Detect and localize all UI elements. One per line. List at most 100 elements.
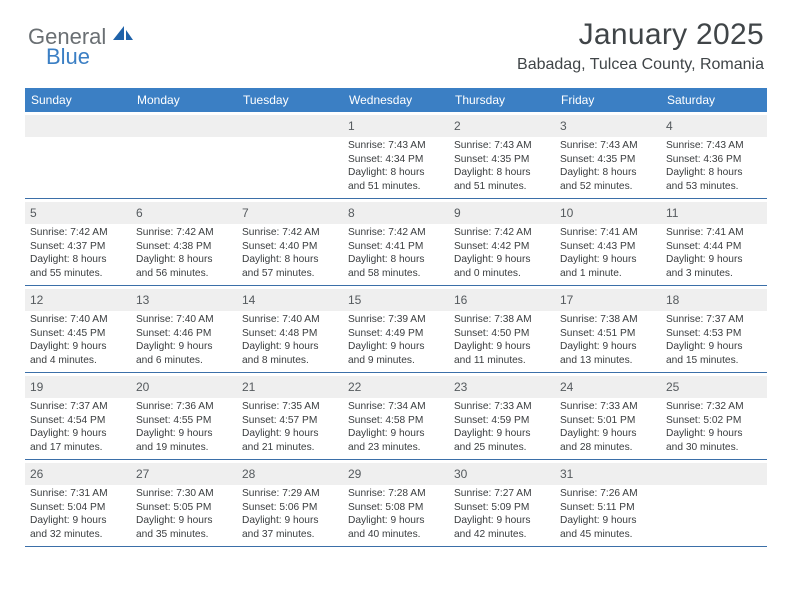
day-number: 8 [348,206,355,220]
day-number-row: 21 [237,376,343,398]
brand-text-blue: Blue [46,44,90,70]
day-number: 14 [242,293,255,307]
weekday-header: Wednesday [343,88,449,112]
day-cell: 28Sunrise: 7:29 AMSunset: 5:06 PMDayligh… [237,460,343,546]
day-details: Sunrise: 7:42 AMSunset: 4:37 PMDaylight:… [30,226,126,280]
day-details: Sunrise: 7:43 AMSunset: 4:35 PMDaylight:… [454,139,550,193]
day-number: 21 [242,380,255,394]
day-details: Sunrise: 7:42 AMSunset: 4:42 PMDaylight:… [454,226,550,280]
day-number: 7 [242,206,249,220]
day-details: Sunrise: 7:36 AMSunset: 4:55 PMDaylight:… [136,400,232,454]
day-cell: 15 Sunrise: 7:39 AMSunset: 4:49 PMDayligh… [343,286,449,372]
day-number-row: 18 [661,289,767,311]
day-number-row: 17 [555,289,661,311]
day-number-row [661,463,767,485]
day-number: 4 [666,119,673,133]
day-number-row: 30 [449,463,555,485]
day-number: 1 [348,119,355,133]
weeks-container: 1 Sunrise: 7:43 AMSunset: 4:34 PMDaylight… [25,112,767,547]
day-number: 18 [666,293,679,307]
weekday-header: Thursday [449,88,555,112]
day-number: 23 [454,380,467,394]
day-number-row: 1 [343,115,449,137]
day-number: 15 [348,293,361,307]
day-cell: 14Sunrise: 7:40 AMSunset: 4:48 PMDayligh… [237,286,343,372]
day-details: Sunrise: 7:42 AMSunset: 4:40 PMDaylight:… [242,226,338,280]
day-number: 10 [560,206,573,220]
day-cell [237,112,343,198]
day-cell: 2Sunrise: 7:43 AMSunset: 4:35 PMDaylight… [449,112,555,198]
weekday-header: Monday [131,88,237,112]
location-text: Babadag, Tulcea County, Romania [517,56,764,74]
day-cell [131,112,237,198]
day-number: 31 [560,467,573,481]
day-details: Sunrise: 7:42 AMSunset: 4:38 PMDaylight:… [136,226,232,280]
day-number: 11 [666,206,678,220]
day-cell: 18Sunrise: 7:37 AMSunset: 4:53 PMDayligh… [661,286,767,372]
day-number: 12 [30,293,43,307]
day-details: Sunrise: 7:39 AMSunset: 4:49 PMDaylight:… [348,313,444,367]
day-cell: 22Sunrise: 7:34 AMSunset: 4:58 PMDayligh… [343,373,449,459]
day-number-row: 15 [343,289,449,311]
brand-logo: General Blue [28,24,135,50]
day-details: Sunrise: 7:38 AMSunset: 4:50 PMDaylight:… [454,313,550,367]
week-row: 1 Sunrise: 7:43 AMSunset: 4:34 PMDaylight… [25,112,767,199]
weekday-header-row: SundayMondayTuesdayWednesdayThursdayFrid… [25,88,767,112]
day-cell: 9 Sunrise: 7:42 AMSunset: 4:42 PMDaylight… [449,199,555,285]
day-cell: 8Sunrise: 7:42 AMSunset: 4:41 PMDaylight… [343,199,449,285]
week-row: 19Sunrise: 7:37 AMSunset: 4:54 PMDayligh… [25,373,767,460]
day-cell [661,460,767,546]
day-number-row: 27 [131,463,237,485]
month-title: January 2025 [517,18,764,52]
day-cell: 12Sunrise: 7:40 AMSunset: 4:45 PMDayligh… [25,286,131,372]
day-details: Sunrise: 7:43 AMSunset: 4:36 PMDaylight:… [666,139,762,193]
day-number: 5 [30,206,37,220]
day-number: 27 [136,467,149,481]
day-cell: 16Sunrise: 7:38 AMSunset: 4:50 PMDayligh… [449,286,555,372]
day-cell: 21Sunrise: 7:35 AMSunset: 4:57 PMDayligh… [237,373,343,459]
day-cell: 31Sunrise: 7:26 AMSunset: 5:11 PMDayligh… [555,460,661,546]
brand-sail-icon [111,24,135,49]
day-cell: 10Sunrise: 7:41 AMSunset: 4:43 PMDayligh… [555,199,661,285]
day-number: 17 [560,293,573,307]
title-block: January 2025 Babadag, Tulcea County, Rom… [517,18,764,74]
day-number: 9 [454,206,461,220]
weekday-header: Tuesday [237,88,343,112]
day-cell: 27Sunrise: 7:30 AMSunset: 5:05 PMDayligh… [131,460,237,546]
day-number: 20 [136,380,149,394]
day-details: Sunrise: 7:43 AMSunset: 4:34 PMDaylight:… [348,139,444,193]
day-number: 6 [136,206,143,220]
day-number-row: 26 [25,463,131,485]
day-number-row: 31 [555,463,661,485]
day-number-row: 4 [661,115,767,137]
day-number-row: 9 [449,202,555,224]
day-number-row [237,115,343,137]
week-row: 26Sunrise: 7:31 AMSunset: 5:04 PMDayligh… [25,460,767,547]
day-number-row: 11 [661,202,767,224]
day-number: 28 [242,467,255,481]
day-cell: 6 Sunrise: 7:42 AMSunset: 4:38 PMDaylight… [131,199,237,285]
day-cell: 7 Sunrise: 7:42 AMSunset: 4:40 PMDaylight… [237,199,343,285]
day-number-row: 28 [237,463,343,485]
day-cell: 1 Sunrise: 7:43 AMSunset: 4:34 PMDaylight… [343,112,449,198]
day-number: 22 [348,380,361,394]
day-number-row: 16 [449,289,555,311]
day-number-row: 2 [449,115,555,137]
day-number-row: 19 [25,376,131,398]
day-number: 29 [348,467,361,481]
day-details: Sunrise: 7:28 AMSunset: 5:08 PMDaylight:… [348,487,444,541]
week-row: 12Sunrise: 7:40 AMSunset: 4:45 PMDayligh… [25,286,767,373]
day-number-row: 29 [343,463,449,485]
day-number-row: 6 [131,202,237,224]
day-number-row: 20 [131,376,237,398]
day-details: Sunrise: 7:40 AMSunset: 4:46 PMDaylight:… [136,313,232,367]
day-number-row: 8 [343,202,449,224]
day-details: Sunrise: 7:33 AMSunset: 4:59 PMDaylight:… [454,400,550,454]
day-cell: 17Sunrise: 7:38 AMSunset: 4:51 PMDayligh… [555,286,661,372]
day-details: Sunrise: 7:41 AMSunset: 4:44 PMDaylight:… [666,226,762,280]
day-number-row: 5 [25,202,131,224]
day-cell: 4 Sunrise: 7:43 AMSunset: 4:36 PMDaylight… [661,112,767,198]
day-number: 13 [136,293,149,307]
day-number-row: 3 [555,115,661,137]
day-number-row: 12 [25,289,131,311]
